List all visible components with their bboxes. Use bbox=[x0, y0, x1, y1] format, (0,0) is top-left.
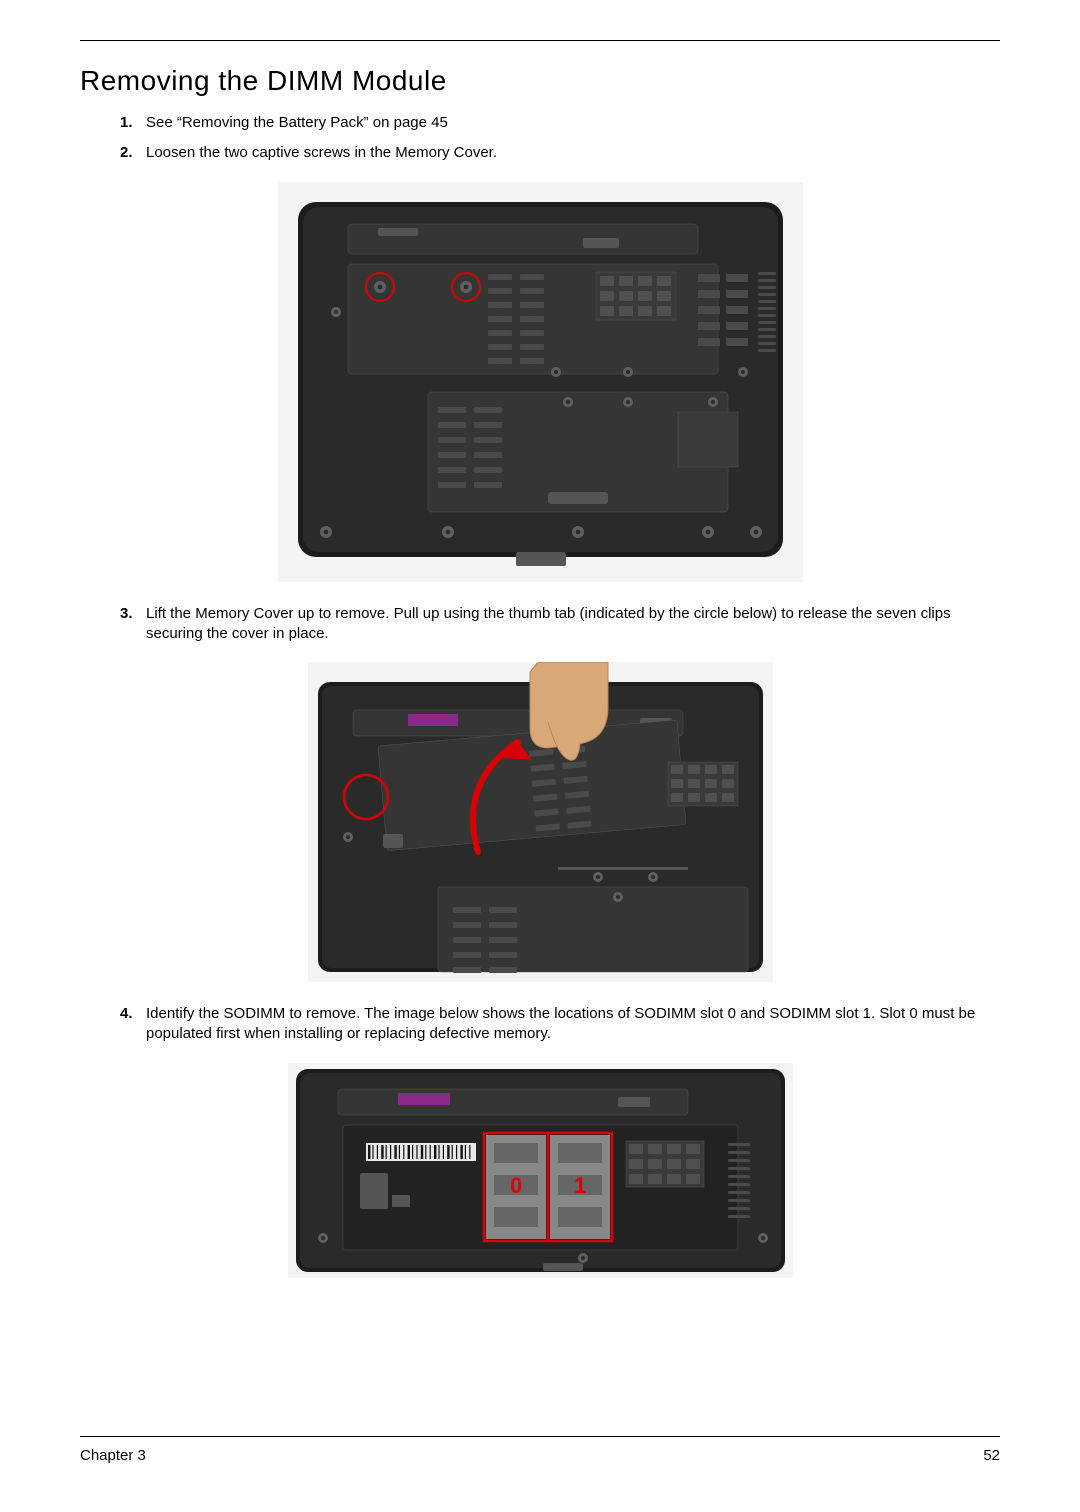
step-text: See “Removing the Battery Pack” on page … bbox=[146, 113, 1000, 133]
list-item: 1. See “Removing the Battery Pack” on pa… bbox=[120, 113, 1000, 133]
step-number: 1. bbox=[120, 113, 146, 133]
svg-text:1: 1 bbox=[574, 1173, 586, 1198]
step-list: 1. See “Removing the Battery Pack” on pa… bbox=[120, 113, 1000, 164]
figure-1 bbox=[80, 182, 1000, 582]
laptop-underside-image bbox=[278, 182, 803, 582]
step-text: Loosen the two captive screws in the Mem… bbox=[146, 143, 1000, 163]
footer-chapter: Chapter 3 bbox=[80, 1447, 146, 1464]
page-footer: Chapter 3 52 bbox=[80, 1436, 1000, 1464]
list-item: 3. Lift the Memory Cover up to remove. P… bbox=[120, 604, 1000, 645]
list-item: 2. Loosen the two captive screws in the … bbox=[120, 143, 1000, 163]
memory-cover-lift-image bbox=[308, 662, 773, 982]
figure-3: 01 bbox=[80, 1063, 1000, 1278]
header-rule bbox=[80, 40, 1000, 41]
step-list: 3. Lift the Memory Cover up to remove. P… bbox=[120, 604, 1000, 645]
step-text: Identify the SODIMM to remove. The image… bbox=[146, 1004, 1000, 1045]
footer-page-number: 52 bbox=[983, 1447, 1000, 1464]
step-list: 4. Identify the SODIMM to remove. The im… bbox=[120, 1004, 1000, 1045]
figure-2 bbox=[80, 662, 1000, 982]
list-item: 4. Identify the SODIMM to remove. The im… bbox=[120, 1004, 1000, 1045]
sodimm-slots-image: 01 bbox=[288, 1063, 793, 1278]
step-number: 2. bbox=[120, 143, 146, 163]
step-text: Lift the Memory Cover up to remove. Pull… bbox=[146, 604, 1000, 645]
svg-text:0: 0 bbox=[510, 1173, 522, 1198]
section-heading: Removing the DIMM Module bbox=[80, 65, 1000, 97]
step-number: 3. bbox=[120, 604, 146, 645]
step-number: 4. bbox=[120, 1004, 146, 1045]
